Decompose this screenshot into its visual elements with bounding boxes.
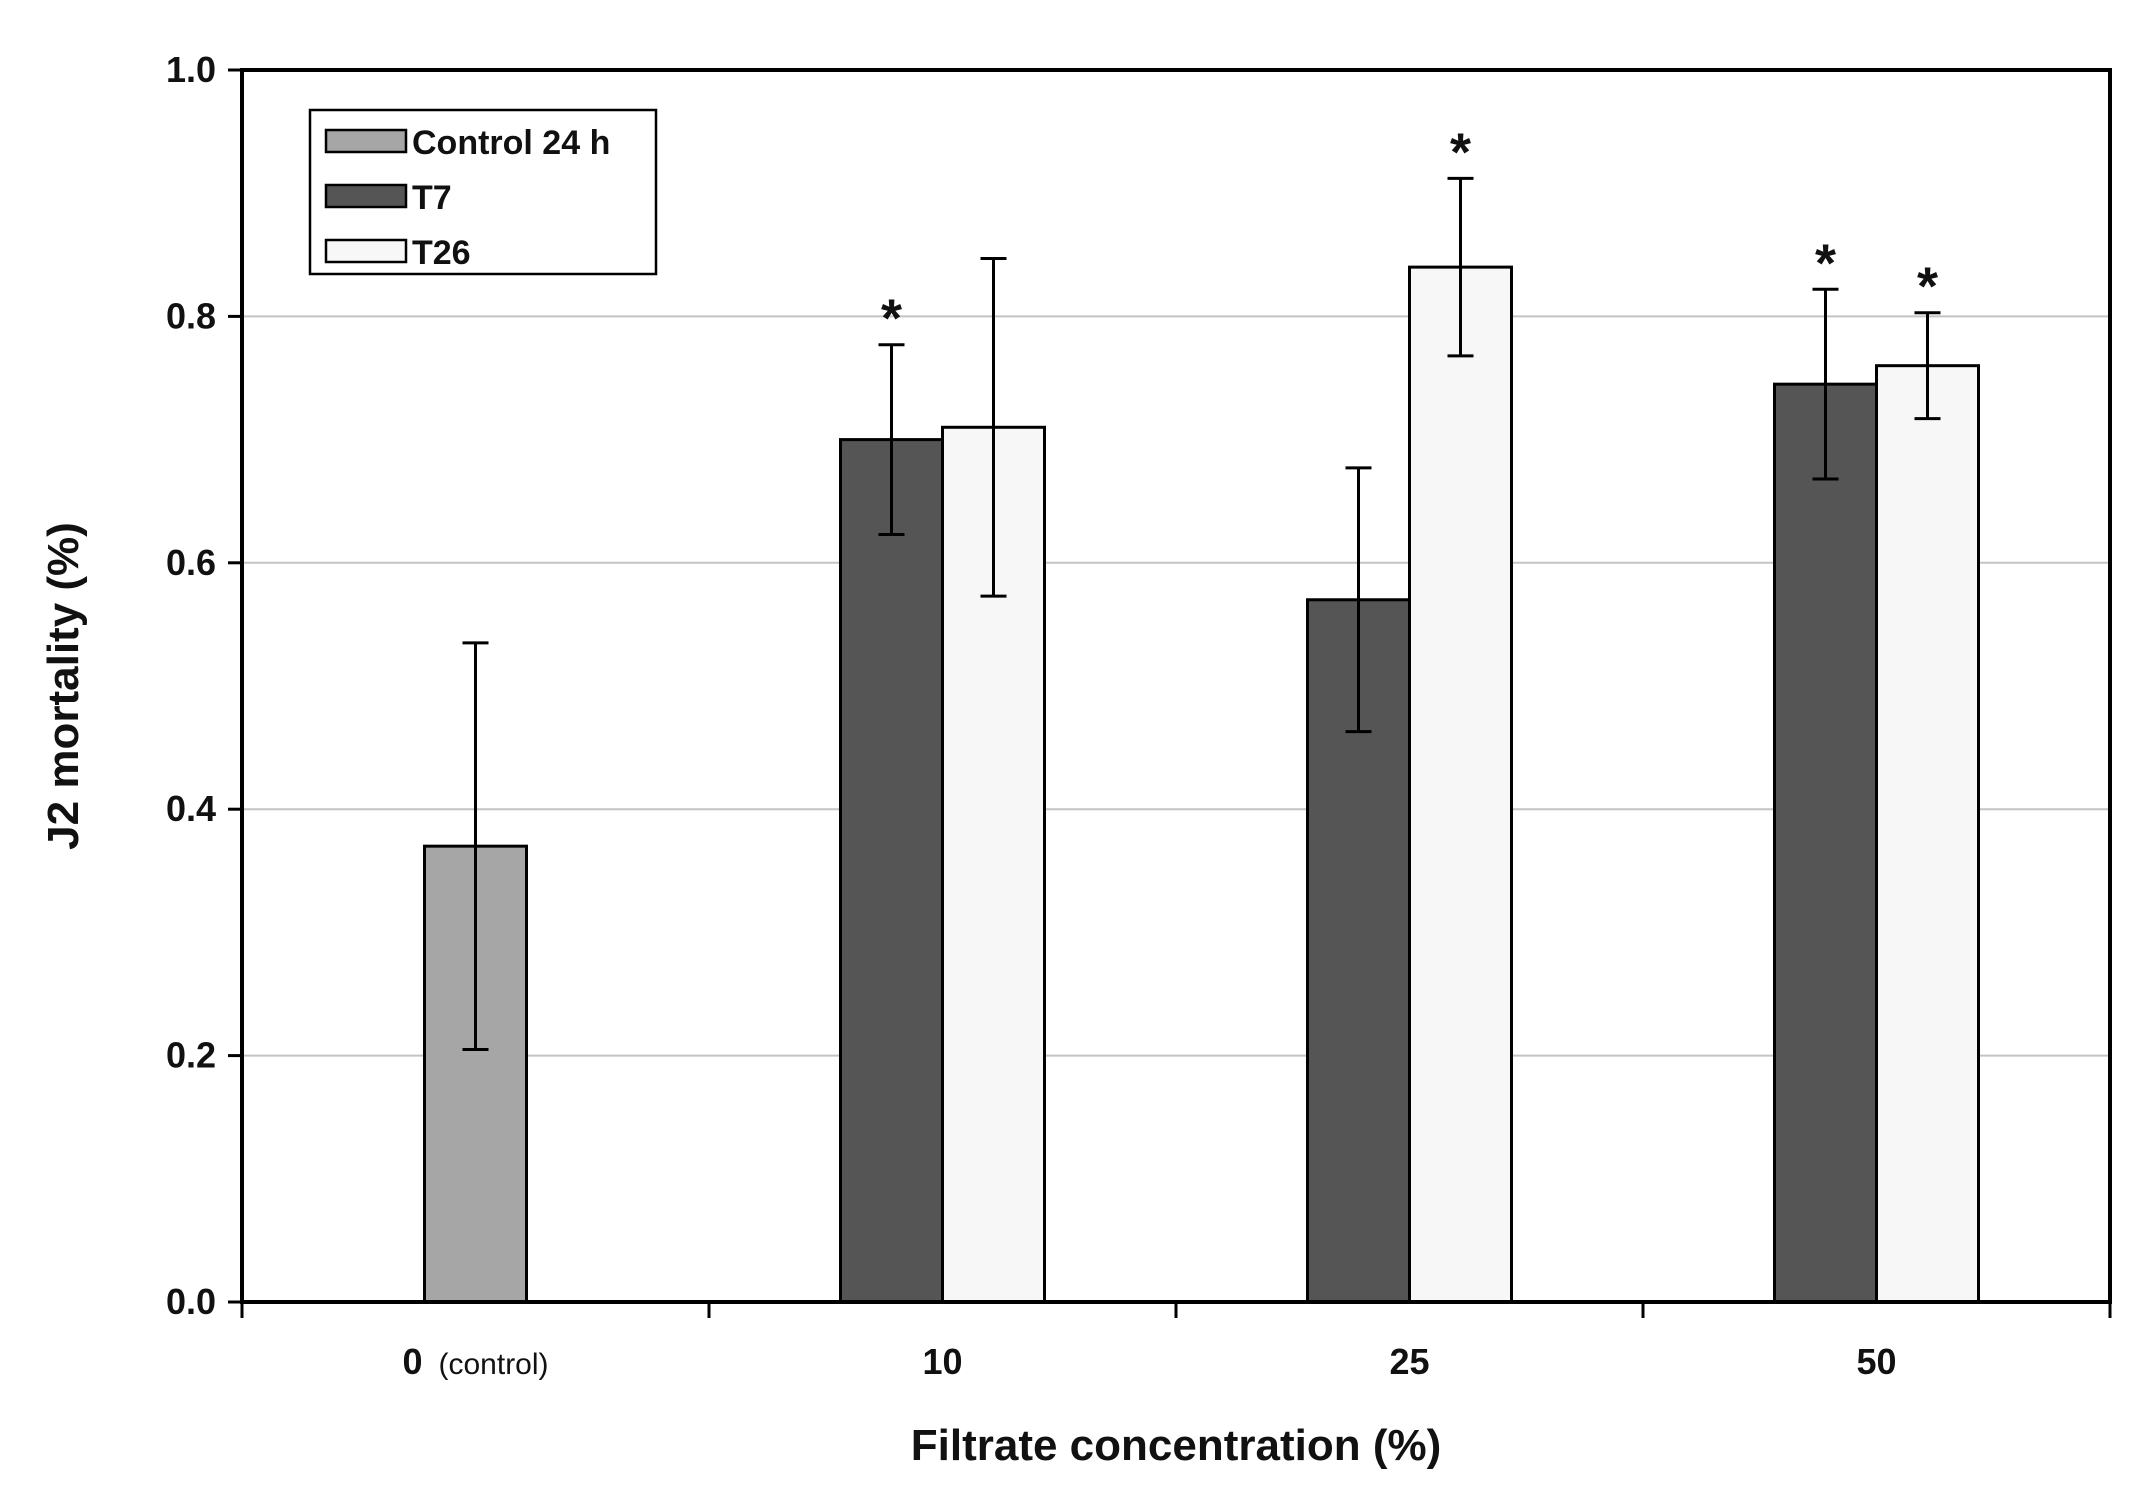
legend-label: T7 bbox=[412, 179, 452, 217]
significance-asterisk: * bbox=[1917, 257, 1938, 317]
y-tick-label: 0.2 bbox=[166, 1035, 216, 1076]
bar-t7 bbox=[1773, 382, 1878, 1304]
x-axis-ticks: 0 (control) 10 25 50 bbox=[240, 1302, 2112, 1382]
significance-asterisk: * bbox=[881, 289, 902, 349]
x-tick-label: 25 bbox=[1389, 1341, 1429, 1382]
y-axis-ticks: 0.0 0.2 0.4 0.6 0.8 1.0 bbox=[166, 49, 242, 1322]
legend-swatch bbox=[324, 128, 408, 154]
bar-t7 bbox=[839, 438, 944, 1304]
legend-label: T26 bbox=[412, 234, 471, 272]
x-tick-value: 50 bbox=[1856, 1341, 1896, 1382]
bars: * * * * bbox=[423, 122, 1980, 1304]
bar-t26 bbox=[1875, 364, 1980, 1304]
x-tick-label: 50 bbox=[1856, 1341, 1896, 1382]
x-tick-label: 10 bbox=[922, 1341, 962, 1382]
y-tick-label: 1.0 bbox=[166, 49, 216, 90]
x-tick-value: 25 bbox=[1389, 1341, 1429, 1382]
legend-swatch bbox=[324, 238, 408, 264]
x-tick-label: 0 (control) bbox=[402, 1341, 548, 1382]
y-tick-label: 0.4 bbox=[166, 788, 216, 829]
x-tick-value: 10 bbox=[922, 1341, 962, 1382]
legend: Control 24 h T7 T26 bbox=[308, 108, 658, 276]
significance-asterisk: * bbox=[1815, 233, 1836, 293]
x-axis-title: Filtrate concentration (%) bbox=[911, 1421, 1442, 1470]
x-tick-note: (control) bbox=[439, 1348, 549, 1381]
y-axis-title: J2 mortality (%) bbox=[39, 522, 88, 850]
bar-t26 bbox=[1408, 265, 1513, 1304]
y-tick-label: 0.8 bbox=[166, 295, 216, 336]
significance-asterisk: * bbox=[1450, 122, 1471, 182]
y-tick-label: 0.0 bbox=[166, 1281, 216, 1322]
legend-swatch bbox=[324, 183, 408, 209]
x-tick-value: 0 bbox=[402, 1341, 422, 1382]
legend-label: Control 24 h bbox=[412, 124, 610, 162]
y-tick-label: 0.6 bbox=[166, 542, 216, 583]
